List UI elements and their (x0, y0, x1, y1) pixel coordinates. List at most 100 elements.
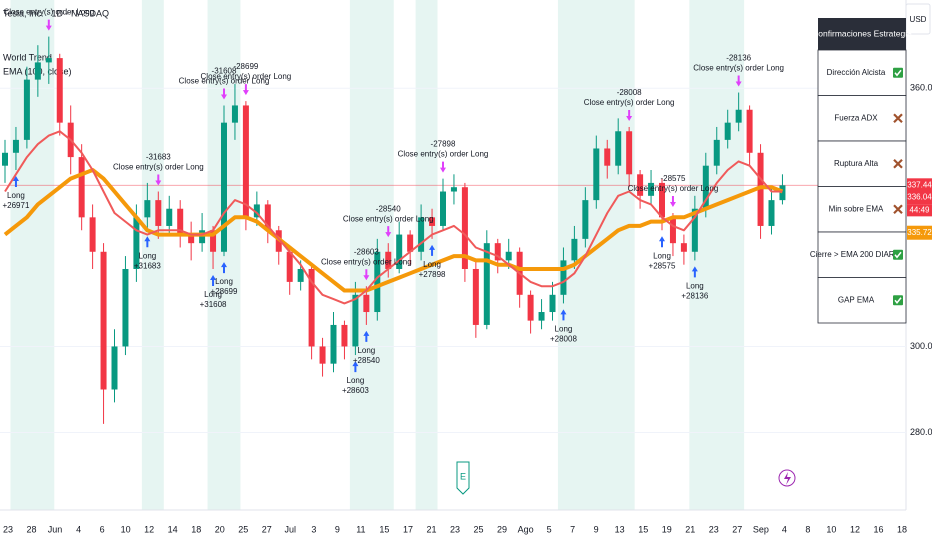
candle-body (702, 165, 709, 209)
x-tick-label: 7 (570, 524, 575, 534)
x-tick-label: 15 (379, 524, 389, 534)
highlight-band (10, 0, 55, 510)
x-tick-label: 18 (191, 524, 201, 534)
candle-body (593, 148, 600, 201)
candle-body (440, 191, 446, 226)
candle-body (56, 58, 63, 123)
candle-body (626, 131, 633, 175)
candle-body (23, 79, 30, 140)
check-mark (894, 251, 902, 259)
entry-qty: +31683 (134, 261, 161, 270)
highlight-band (415, 0, 438, 510)
ema-line (4, 130, 783, 305)
candle-body (12, 139, 19, 153)
exit-qty: -28136 (726, 54, 751, 63)
candle-body (330, 324, 337, 364)
event-split[interactable] (778, 469, 796, 487)
candle-body (527, 294, 534, 321)
candle-body (779, 185, 786, 201)
x-tick-label: 16 (873, 524, 883, 534)
candle-body (472, 268, 479, 325)
entry-qty: +27898 (419, 270, 446, 279)
table-title: Confirmaciones Estrategia (812, 28, 912, 38)
price-label-box (907, 178, 932, 193)
entry-qty: +28008 (550, 335, 577, 344)
entry-label: Long (653, 251, 671, 260)
candle-body (396, 234, 403, 269)
event-earnings[interactable]: E (456, 461, 470, 495)
candle-body (582, 200, 589, 239)
x-tick-label: 19 (662, 524, 672, 534)
x-tick-label: 3 (311, 524, 316, 534)
entry-arrow (560, 309, 567, 321)
entry-qty: +28136 (681, 291, 708, 300)
x-tick-label: 4 (782, 524, 787, 534)
entry-label: Long (555, 325, 573, 334)
x-tick-label: 12 (144, 524, 154, 534)
x-tick-label: 23 (3, 524, 13, 534)
candle-body (122, 268, 129, 347)
exit-label: Close entry(s) order Long (321, 257, 412, 266)
entry-arrow (210, 274, 217, 286)
candle-body (768, 200, 775, 226)
candle-body (549, 294, 556, 313)
exit-arrow (155, 174, 162, 186)
candle-body (757, 152, 764, 226)
y-tick-label: 300.00 (910, 341, 932, 351)
row-label: Cierre > EMA 200 DIARIA (810, 250, 903, 259)
entry-qty: +26971 (2, 201, 29, 210)
candle-body (615, 131, 622, 166)
candle-body (100, 251, 107, 390)
candle-body (78, 157, 85, 218)
x-tick-label: 17 (403, 524, 413, 534)
candle-body (155, 200, 162, 226)
entry-arrow (352, 361, 359, 373)
countdown-box (907, 204, 932, 217)
x-tick-label: 15 (638, 524, 648, 534)
exit-label: Close entry(s) order Long (113, 163, 204, 172)
exit-qty: -31683 (146, 153, 171, 162)
exit-label: Close entry(s) order Long (201, 72, 292, 81)
entry-arrow (363, 330, 370, 342)
candle-body (461, 187, 468, 269)
x-tick-label: 14 (168, 524, 178, 534)
x-tick-label: 23 (450, 524, 460, 534)
exit-arrow (363, 269, 370, 281)
candle-body (264, 204, 271, 231)
candle-body (724, 122, 731, 140)
table-row (817, 95, 907, 142)
exit-arrow (626, 109, 633, 121)
entry-arrow (144, 236, 151, 248)
row-label: Fuerza ADX (834, 113, 878, 122)
x-tick-label: 29 (497, 524, 507, 534)
x-tick-label: 12 (850, 524, 860, 534)
candle-body (231, 105, 238, 123)
ema-line (3, 168, 784, 293)
candle-body (253, 204, 260, 218)
x-tick-label: 18 (897, 524, 907, 534)
candle-body (166, 208, 173, 226)
x-tick-label: 10 (826, 524, 836, 534)
entry-qty: +31608 (200, 300, 227, 309)
candle-body (352, 294, 359, 347)
cross-icon (893, 204, 903, 215)
x-tick-label: 23 (709, 524, 719, 534)
candle-body (429, 217, 436, 226)
exit-label: Close entry(s) order Long (343, 214, 434, 223)
candle-body (133, 217, 140, 269)
candle-body (144, 200, 151, 218)
highlight-band (141, 0, 164, 510)
x-tick-label: 20 (215, 524, 225, 534)
exit-arrow (242, 84, 249, 96)
candle-body (34, 62, 41, 80)
x-tick-label: Jun (48, 524, 63, 534)
entry-arrow (429, 244, 436, 256)
candle-body (363, 294, 370, 313)
entry-qty: +28699 (211, 287, 238, 296)
x-tick-label: 27 (732, 524, 742, 534)
entry-label: Long (357, 346, 375, 355)
exit-qty: -31608 (212, 67, 237, 76)
exit-label: Close entry(s) order Long (179, 77, 270, 86)
